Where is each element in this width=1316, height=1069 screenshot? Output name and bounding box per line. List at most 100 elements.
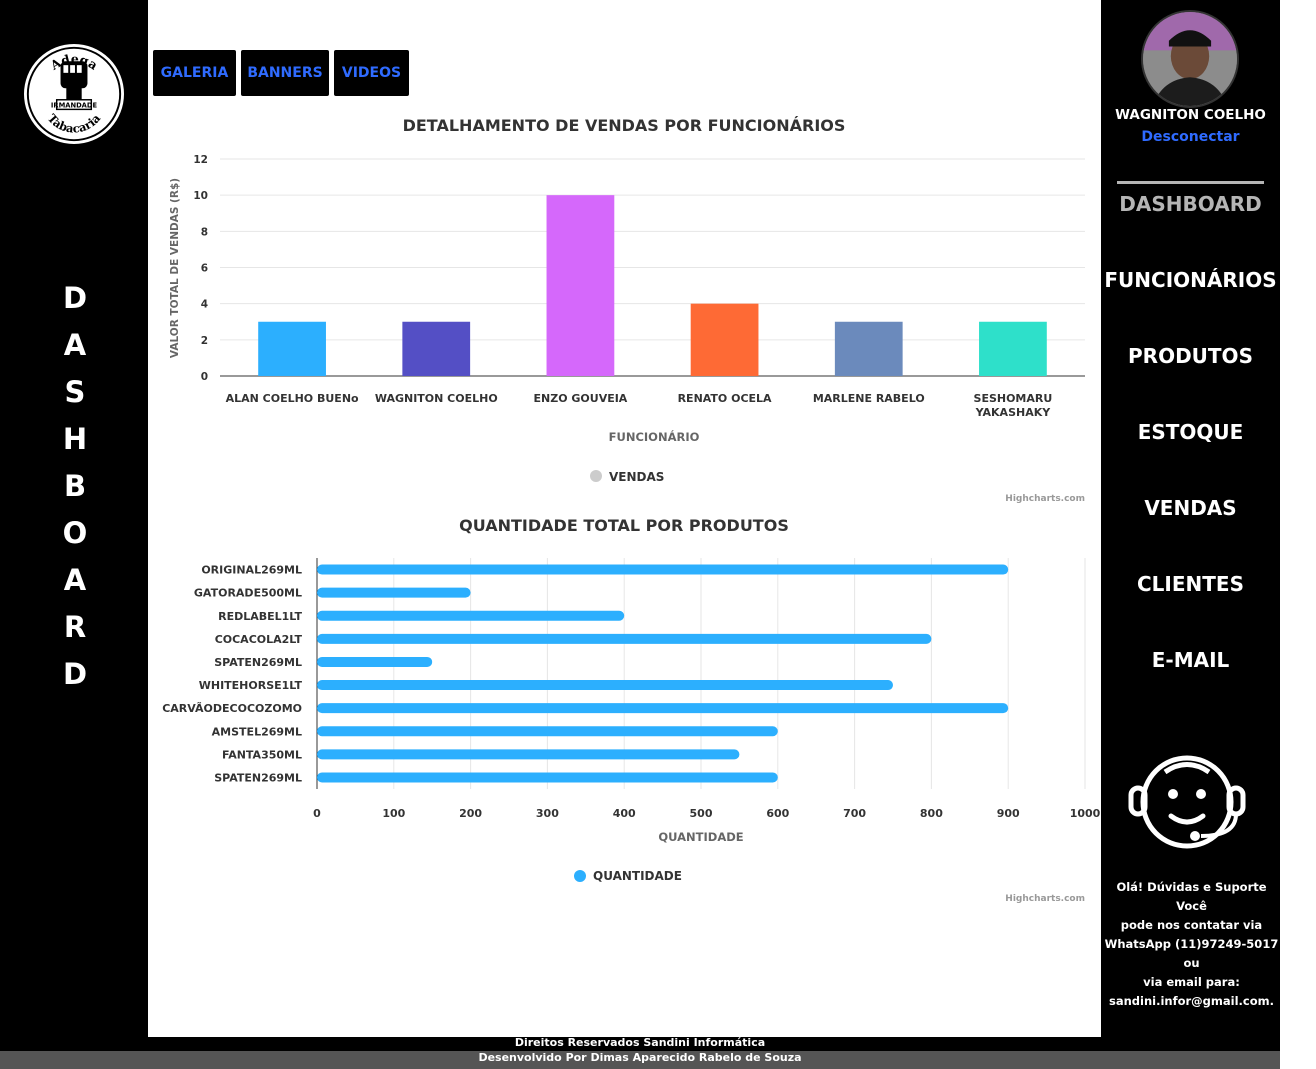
menu-item-clientes[interactable]: CLIENTES xyxy=(1137,572,1244,596)
chart2-x-tick-label: 300 xyxy=(536,807,559,820)
chart1-credits[interactable]: Highcharts.com xyxy=(1005,494,1085,504)
user-avatar[interactable] xyxy=(1141,10,1239,108)
chart2-bar[interactable] xyxy=(317,680,893,691)
chart2-bars xyxy=(317,564,1009,783)
menu-divider xyxy=(1117,181,1264,184)
vertical-title-letter: R xyxy=(63,610,87,644)
chart2-category-label: COCACOLA2LT xyxy=(215,633,303,646)
chart1-category-label: RENATO OCELA xyxy=(678,392,772,405)
chart1-title: DETALHAMENTO DE VENDAS POR FUNCIONÁRIOS xyxy=(403,116,846,135)
chart1-legend-label[interactable]: VENDAS xyxy=(609,470,664,484)
chart2-bar[interactable] xyxy=(317,587,471,598)
chart1-y-tick-label: 4 xyxy=(201,299,208,311)
chart2-bar[interactable] xyxy=(317,564,1009,575)
chart2-credits[interactable]: Highcharts.com xyxy=(1005,894,1085,904)
chart2-category-label: FANTA350ML xyxy=(222,748,302,761)
chart2-x-axis-label: QUANTIDADE xyxy=(658,830,743,844)
chart2-bar[interactable] xyxy=(317,703,1009,714)
support-line: Olá! Dúvidas e Suporte Você xyxy=(1116,880,1267,913)
chart2-category-label: ORIGINAL269ML xyxy=(201,564,302,577)
user-photo-icon xyxy=(1143,12,1237,106)
support-contact-text: Olá! Dúvidas e Suporte Você pode nos con… xyxy=(1103,878,1280,1011)
vertical-title-letter: D xyxy=(62,281,88,315)
support-line: via email para: xyxy=(1143,975,1240,989)
quantity-by-product-chart: QUANTIDADE TOTAL POR PRODUTOS ORIGINAL26… xyxy=(162,516,1100,904)
vertical-title-letter: H xyxy=(62,422,88,456)
user-name: WAGNITON COELHO xyxy=(1115,107,1266,123)
vertical-title-letter: A xyxy=(63,563,87,597)
fist-logo-icon: Adega Tabacaria IRMANDADE xyxy=(26,46,122,142)
logout-link[interactable]: Desconectar xyxy=(1141,129,1240,145)
chart1-bar[interactable] xyxy=(258,321,326,376)
chart1-bar[interactable] xyxy=(979,321,1047,376)
support-line: pode nos contatar via xyxy=(1120,918,1263,932)
chart2-x-tick-label: 200 xyxy=(459,807,482,820)
chart2-bar[interactable] xyxy=(317,610,625,621)
chart1-bar[interactable] xyxy=(834,321,903,376)
chart2-bar[interactable] xyxy=(317,633,932,644)
chart2-category-labels: ORIGINAL269ML GATORADE500ML REDLABEL1LT COC… xyxy=(162,564,302,785)
chart2-x-tick-label: 500 xyxy=(690,807,713,820)
logo-badge-text: IRMANDADE xyxy=(51,101,98,109)
chart2-x-tick-label: 0 xyxy=(313,807,321,820)
chart2-x-tick-label: 700 xyxy=(843,807,866,820)
footer-copyright: Direitos Reservados Sandini Informática xyxy=(514,1036,766,1049)
right-margin xyxy=(1280,0,1316,1069)
tab-banners[interactable]: BANNERS xyxy=(241,50,329,96)
chart2-legend-label[interactable]: QUANTIDADE xyxy=(593,869,682,883)
vertical-title-letter: D xyxy=(62,657,88,691)
menu-item-estoque[interactable]: ESTOQUE xyxy=(1137,420,1244,444)
vertical-title-letter: B xyxy=(63,469,87,503)
menu-item-funcionarios[interactable]: FUNCIONÁRIOS xyxy=(1104,268,1277,292)
chart2-category-label: WHITEHORSE1LT xyxy=(199,679,303,692)
chart2-x-tick-label: 600 xyxy=(766,807,789,820)
chart2-bar[interactable] xyxy=(317,726,778,737)
chart2-x-tick-label: 800 xyxy=(920,807,943,820)
menu-item-vendas[interactable]: VENDAS xyxy=(1144,496,1237,520)
chart2-bar[interactable] xyxy=(317,772,778,783)
chart2-x-tick-label: 900 xyxy=(997,807,1020,820)
chart2-category-label: SPATEN269ML xyxy=(214,771,302,784)
brand-logo[interactable]: Adega Tabacaria IRMANDADE xyxy=(22,42,126,146)
chart1-category-label: MARLENE RABELO xyxy=(813,392,925,405)
chart1-y-tick-label: 6 xyxy=(201,263,208,275)
chart2-x-axis-ticks: 0 100 200 300 400 500 600 700 800 900 1000 xyxy=(313,807,1100,820)
chart2-category-label: SPATEN269ML xyxy=(214,656,302,669)
support-line: sandini.infor@gmail.com. xyxy=(1109,994,1274,1008)
vertical-title-letter: O xyxy=(62,516,88,550)
chart2-category-label: REDLABEL1LT xyxy=(218,610,302,623)
chart2-legend-marker[interactable] xyxy=(574,870,586,882)
chart1-y-tick-label: 8 xyxy=(201,226,208,238)
support-headset-icon[interactable] xyxy=(1125,752,1249,856)
chart1-bar[interactable] xyxy=(402,321,471,376)
chart1-category-label: SESHOMARU YAKASHAKY xyxy=(974,392,1053,419)
menu-item-produtos[interactable]: PRODUTOS xyxy=(1128,344,1253,368)
footer-credits: Desenvolvido Por Dimas Aparecido Rabelo … xyxy=(478,1051,802,1064)
chart2-x-tick-label: 400 xyxy=(613,807,636,820)
support-line: WhatsApp (11)97249-5017 ou xyxy=(1104,937,1279,970)
chart1-category-label: WAGNITON COELHO xyxy=(375,392,498,405)
chart1-x-axis-ticks: ALAN COELHO BUENo WAGNITON COELHO ENZO GOU… xyxy=(226,392,1053,419)
chart1-legend-marker[interactable] xyxy=(590,470,602,482)
footer-stripe xyxy=(0,1051,1280,1069)
chart1-category-label: ALAN COELHO BUENo xyxy=(226,392,359,405)
chart1-gridlines xyxy=(220,158,1085,377)
chart1-y-tick-label: 2 xyxy=(201,335,208,347)
chart2-bar[interactable] xyxy=(317,749,740,760)
chart2-bar[interactable] xyxy=(317,656,433,667)
chart1-bars xyxy=(258,195,1047,376)
chart1-y-axis-label: VALOR TOTAL DE VENDAS (R$) xyxy=(169,178,181,358)
chart1-bar[interactable] xyxy=(546,195,615,376)
chart2-x-tick-label: 1000 xyxy=(1070,807,1101,820)
menu-item-email[interactable]: E-MAIL xyxy=(1151,648,1230,672)
tab-galeria[interactable]: GALERIA xyxy=(153,50,236,96)
chart2-category-label: AMSTEL269ML xyxy=(212,725,302,738)
chart1-bar[interactable] xyxy=(690,303,759,376)
chart1-category-label: ENZO GOUVEIA xyxy=(534,392,628,405)
chart1-y-tick-label: 0 xyxy=(201,371,208,383)
chart1-y-axis-ticks: 0 2 4 6 8 10 12 xyxy=(193,154,208,383)
tab-videos[interactable]: VIDEOS xyxy=(334,50,409,96)
menu-item-dashboard[interactable]: DASHBOARD xyxy=(1119,192,1262,216)
chart2-category-label: CARVÃODECOCOZOMO xyxy=(162,702,302,715)
